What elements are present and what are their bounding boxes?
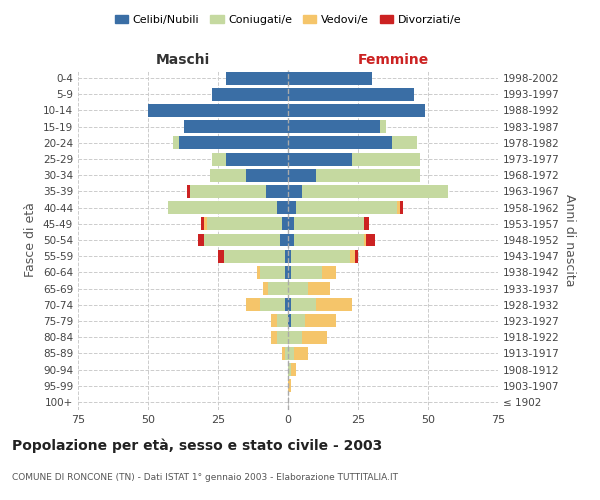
Bar (288, 379, 291, 392)
Bar (288, 298, 291, 311)
Bar (246, 169, 288, 181)
Bar (285, 298, 288, 311)
Bar (277, 201, 288, 214)
Bar (288, 104, 425, 117)
Bar (288, 169, 316, 181)
Bar (296, 201, 397, 214)
Bar (316, 298, 352, 311)
Bar (260, 266, 285, 279)
Bar (400, 201, 403, 214)
Y-axis label: Fasce di età: Fasce di età (25, 202, 37, 278)
Bar (288, 250, 291, 262)
Bar (271, 314, 277, 328)
Bar (288, 185, 302, 198)
Bar (291, 250, 350, 262)
Bar (291, 266, 322, 279)
Bar (288, 152, 352, 166)
Bar (285, 347, 288, 360)
Bar (226, 152, 288, 166)
Bar (364, 234, 367, 246)
Bar (308, 282, 330, 295)
Bar (367, 234, 375, 246)
Bar (288, 136, 392, 149)
Bar (173, 136, 179, 149)
Bar (302, 185, 448, 198)
Text: Maschi: Maschi (156, 53, 210, 67)
Legend: Celibi/Nubili, Coniugati/e, Vedovi/e, Divorziati/e: Celibi/Nubili, Coniugati/e, Vedovi/e, Di… (110, 10, 466, 29)
Bar (199, 234, 204, 246)
Bar (291, 314, 305, 328)
Text: COMUNE DI RONCONE (TN) - Dati ISTAT 1° gennaio 2003 - Elaborazione TUTTITALIA.IT: COMUNE DI RONCONE (TN) - Dati ISTAT 1° g… (12, 473, 398, 482)
Bar (179, 136, 288, 149)
Bar (224, 250, 285, 262)
Text: Popolazione per età, sesso e stato civile - 2003: Popolazione per età, sesso e stato civil… (12, 438, 382, 453)
Bar (266, 185, 288, 198)
Bar (277, 314, 288, 328)
Bar (257, 266, 260, 279)
Bar (288, 72, 372, 85)
Bar (288, 88, 414, 101)
Bar (246, 298, 260, 311)
Bar (167, 201, 277, 214)
Bar (283, 347, 285, 360)
Bar (277, 330, 288, 344)
Bar (288, 120, 380, 133)
Bar (293, 234, 364, 246)
Bar (285, 250, 288, 262)
Bar (268, 282, 288, 295)
Bar (316, 169, 419, 181)
Bar (204, 218, 207, 230)
Bar (291, 363, 296, 376)
Text: Femmine: Femmine (358, 53, 428, 67)
Bar (288, 347, 293, 360)
Bar (288, 266, 291, 279)
Bar (285, 266, 288, 279)
Bar (397, 201, 400, 214)
Bar (392, 136, 417, 149)
Bar (305, 314, 335, 328)
Bar (288, 363, 291, 376)
Bar (226, 72, 288, 85)
Bar (380, 120, 386, 133)
Bar (263, 282, 268, 295)
Bar (148, 104, 288, 117)
Bar (302, 330, 327, 344)
Bar (271, 330, 277, 344)
Bar (288, 218, 293, 230)
Bar (288, 234, 293, 246)
Bar (355, 250, 358, 262)
Bar (280, 234, 288, 246)
Bar (204, 234, 280, 246)
Bar (291, 298, 316, 311)
Bar (288, 201, 296, 214)
Bar (218, 250, 224, 262)
Bar (184, 120, 288, 133)
Bar (209, 169, 246, 181)
Bar (201, 218, 204, 230)
Bar (288, 282, 308, 295)
Bar (283, 218, 288, 230)
Bar (352, 152, 419, 166)
Bar (293, 218, 364, 230)
Bar (190, 185, 266, 198)
Bar (212, 152, 226, 166)
Bar (288, 330, 302, 344)
Bar (364, 218, 369, 230)
Bar (187, 185, 190, 198)
Bar (293, 347, 308, 360)
Bar (350, 250, 355, 262)
Y-axis label: Anni di nascita: Anni di nascita (563, 194, 576, 286)
Bar (207, 218, 283, 230)
Bar (212, 88, 288, 101)
Bar (288, 314, 291, 328)
Bar (260, 298, 285, 311)
Bar (322, 266, 335, 279)
